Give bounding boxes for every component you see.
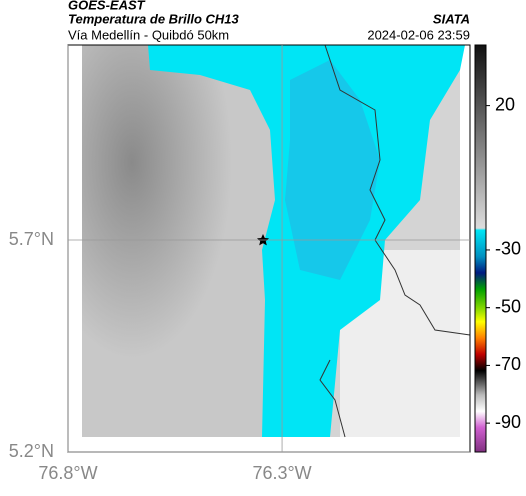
colorbar-tick-label: -90 (495, 412, 521, 432)
source: SIATA (433, 11, 470, 26)
border (319, 44, 471, 438)
product: Temperatura de Brillo CH13 (68, 11, 240, 26)
header: GOES-EAST Temperatura de Brillo CH13 Vía… (68, 0, 470, 42)
route: Vía Medellín - Quibdó 50km (68, 27, 229, 42)
cold-cloud-core (285, 60, 380, 280)
colorbar-tick-label: 20 (495, 94, 515, 114)
axes: 76.8°W 76.3°W 5.2°N 5.7°N 20 -30 -50 -70 -90 (9, 45, 521, 483)
x-tick-label: 76.3°W (252, 463, 311, 483)
satellite: GOES-EAST (68, 0, 146, 12)
x-tick-label: 76.8°W (38, 463, 97, 483)
imagery (67, 44, 471, 453)
colorbar-tick-label: -70 (495, 354, 521, 374)
colorbar-tick-label: -50 (495, 296, 521, 316)
timestamp: 2024-02-06 23:59 (367, 27, 470, 42)
cloud-field (82, 45, 282, 437)
colorbar-tick-label: -30 (495, 239, 521, 259)
colorbar (474, 44, 487, 453)
y-tick-label: 5.7°N (9, 229, 54, 249)
y-tick-label: 5.2°N (9, 441, 54, 461)
